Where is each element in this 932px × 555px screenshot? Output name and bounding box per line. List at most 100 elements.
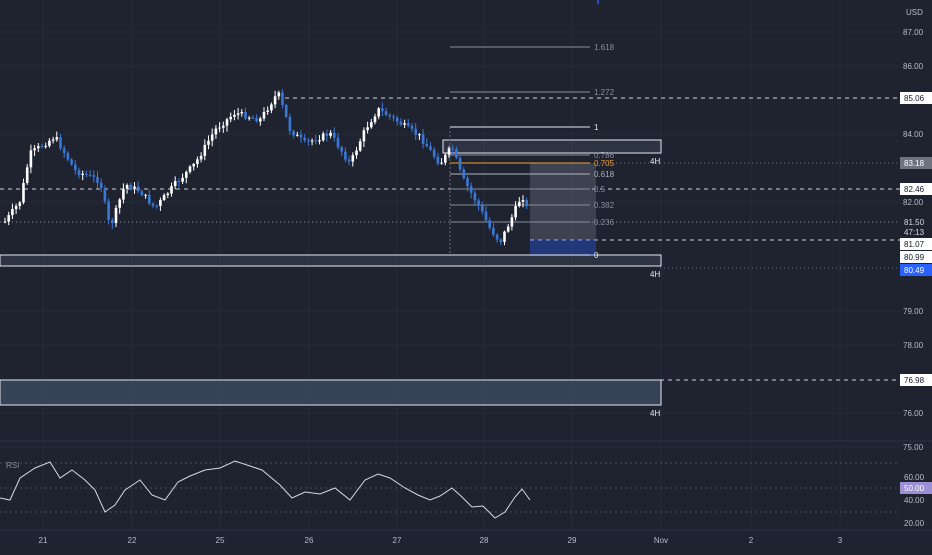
zone-tf-label: 4H xyxy=(650,270,660,279)
candle-body xyxy=(399,121,403,125)
candle-body xyxy=(466,178,469,187)
candle-body xyxy=(296,134,299,136)
candle-body xyxy=(214,128,218,135)
price-badge xyxy=(900,216,932,228)
candle-body xyxy=(129,185,133,190)
fib-level-label: 1.618 xyxy=(594,43,615,52)
time-axis[interactable]: 21 22 25 26 27 28 29 Nov 2 3 xyxy=(0,529,932,545)
candle-body xyxy=(222,125,225,128)
time-tick-label: 2 xyxy=(749,536,754,545)
candle-body xyxy=(192,163,195,167)
candle-body xyxy=(347,159,351,162)
price-badge-label: 83.18 xyxy=(904,159,925,168)
candle-body xyxy=(151,203,155,206)
candle-body xyxy=(33,148,36,151)
candle-body xyxy=(303,137,306,141)
candle-body xyxy=(136,186,140,192)
candle-body xyxy=(177,181,181,183)
candle-body xyxy=(25,167,29,183)
price-tick-label: 76.00 xyxy=(903,409,924,418)
candle-body xyxy=(55,137,59,140)
time-tick-label: 27 xyxy=(393,536,402,545)
candle-body xyxy=(225,119,229,126)
candle-body xyxy=(336,137,340,148)
supply-zone-4h[interactable] xyxy=(442,139,662,154)
candle-body xyxy=(521,200,525,202)
candle-body xyxy=(92,175,96,177)
candle-body xyxy=(244,111,247,119)
candle-body xyxy=(122,188,125,200)
fib-level-label: 0.618 xyxy=(594,170,615,179)
candle-body xyxy=(266,110,269,112)
candle-body xyxy=(229,116,232,120)
candle-body xyxy=(381,108,384,112)
candle-body xyxy=(66,152,70,160)
candle-body xyxy=(107,201,110,221)
candle-body xyxy=(506,226,510,232)
candle-body xyxy=(233,114,236,117)
price-badge xyxy=(900,183,932,195)
candle-body xyxy=(88,174,92,176)
rsi-line xyxy=(0,460,531,519)
candle-body xyxy=(484,211,488,221)
fib-level-label: 0.5 xyxy=(594,185,606,194)
projection-box[interactable] xyxy=(530,163,596,256)
candle-body xyxy=(351,155,355,162)
demand-zone-lower-4h[interactable] xyxy=(0,379,662,406)
candle-body xyxy=(418,134,421,136)
candle-body xyxy=(388,114,392,117)
candle-body xyxy=(51,139,55,141)
rsi-axis[interactable]: 60.00 40.00 20.00 50.00 xyxy=(900,473,932,528)
candle-body xyxy=(70,159,73,165)
candle-body xyxy=(288,116,292,131)
candle-body xyxy=(503,231,506,242)
candle-body xyxy=(414,128,417,135)
candle-body xyxy=(247,117,251,119)
rsi-pane[interactable]: RSI xyxy=(0,440,932,519)
time-tick-label: 29 xyxy=(568,536,577,545)
candle-body xyxy=(277,92,281,97)
price-tick-label: 79.00 xyxy=(903,307,924,316)
candle-body xyxy=(185,171,188,178)
candle-body xyxy=(111,220,114,224)
projection-range-blue[interactable] xyxy=(530,240,596,256)
candle-body xyxy=(173,181,177,187)
candle-body xyxy=(455,149,458,158)
time-tick-label: 28 xyxy=(480,536,489,545)
candle-body xyxy=(469,186,473,193)
candle-body xyxy=(270,104,273,111)
time-tick-label: 26 xyxy=(305,536,314,545)
price-tick-label: 78.00 xyxy=(903,341,924,350)
candle-body xyxy=(236,113,240,115)
projection-range-gray[interactable] xyxy=(530,163,596,240)
zone-tf-label: 4H xyxy=(650,409,660,418)
fib-level-label: 0.786 xyxy=(594,151,615,160)
candle-body xyxy=(144,194,147,196)
candle-body xyxy=(473,192,477,201)
candle-body xyxy=(370,122,373,128)
demand-zone-upper-4h[interactable] xyxy=(0,254,662,267)
candle-body xyxy=(440,162,443,164)
price-badge-label: 82.46 xyxy=(904,185,925,194)
price-axis[interactable]: USD 87.00 86.00 84.00 82.00 79.00 78.00 76.00 7… xyxy=(903,8,924,452)
candle-body xyxy=(196,159,199,164)
candle-body xyxy=(436,156,440,164)
candle-body xyxy=(403,123,406,125)
candle-body xyxy=(14,206,18,210)
candle-body xyxy=(421,134,425,144)
candle-body xyxy=(262,111,266,119)
fib-level-label: 1.272 xyxy=(594,88,615,97)
zones: 4H 4H 4H xyxy=(0,139,662,418)
fib-level-label: 0.236 xyxy=(594,218,615,227)
candle-body xyxy=(103,188,107,202)
time-tick-label: 25 xyxy=(216,536,225,545)
time-tick-label: 22 xyxy=(128,536,137,545)
price-badge xyxy=(900,264,932,276)
candle-body xyxy=(281,92,284,105)
price-tick-label: 86.00 xyxy=(903,62,924,71)
candle-body xyxy=(510,217,514,227)
candle-body xyxy=(81,173,84,176)
